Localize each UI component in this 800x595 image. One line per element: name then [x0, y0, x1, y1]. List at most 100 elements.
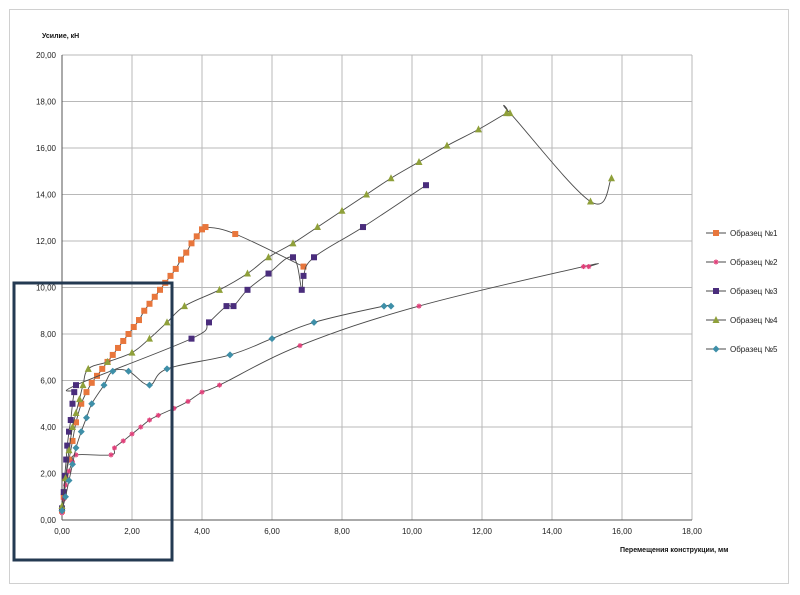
star-stroke — [129, 431, 135, 437]
legend-marker — [713, 230, 719, 236]
data-point — [167, 272, 174, 279]
data-point — [360, 224, 366, 231]
data-point — [65, 446, 73, 454]
star-stroke — [66, 469, 72, 474]
legend-label: Образец №1 — [730, 229, 778, 238]
x-tick-label: 10,00 — [402, 527, 423, 536]
y-tick-label: 12,00 — [36, 237, 57, 246]
series-1 — [59, 224, 307, 514]
data-point — [387, 302, 395, 310]
legend-item-5: Образец №5 — [706, 345, 778, 354]
data-point — [141, 307, 148, 314]
series-line — [61, 263, 599, 514]
data-point — [380, 302, 388, 310]
legend-marker — [712, 316, 720, 323]
data-point — [155, 412, 161, 418]
data-point — [120, 438, 126, 444]
x-tick-label: 14,00 — [542, 527, 563, 536]
data-point — [83, 414, 90, 422]
data-point — [115, 344, 121, 351]
series-line — [61, 104, 612, 507]
data-point — [172, 265, 179, 272]
legend-label: Образец №4 — [730, 316, 778, 325]
data-point — [112, 445, 117, 451]
star-stroke — [147, 417, 152, 423]
data-point — [181, 302, 188, 310]
x-tick-label: 12,00 — [472, 527, 493, 536]
data-point — [128, 348, 136, 356]
star-stroke — [108, 452, 114, 458]
data-point — [94, 372, 100, 379]
data-point — [109, 367, 117, 375]
y-tick-label: 2,00 — [40, 470, 56, 479]
data-point — [146, 381, 153, 389]
grid-lines — [61, 54, 693, 521]
legend-marker — [712, 345, 720, 353]
data-point — [120, 337, 127, 344]
data-point — [423, 182, 429, 189]
y-axis-label: Усилие, кН — [42, 33, 79, 40]
star-stroke — [138, 424, 143, 430]
star-stroke — [112, 445, 117, 451]
data-point — [66, 428, 72, 435]
star-stroke — [185, 399, 191, 404]
data-point — [73, 382, 79, 389]
data-point — [216, 285, 223, 293]
star-stroke — [156, 413, 161, 418]
x-tick-label: 0,00 — [54, 527, 70, 536]
data-point — [67, 417, 74, 424]
data-point — [289, 239, 297, 247]
data-point — [290, 254, 296, 261]
data-point — [300, 263, 307, 270]
data-point — [586, 264, 592, 270]
x-tick-label: 2,00 — [124, 527, 140, 536]
star-stroke — [713, 259, 719, 265]
data-point — [69, 423, 76, 430]
tick-labels: 0,00 2,00 4,00 6,00 8,00 10,00 12,00 14,00 16,00… — [36, 51, 703, 536]
data-point — [475, 125, 482, 133]
data-point — [129, 431, 135, 437]
data-point — [146, 334, 153, 342]
data-point — [178, 256, 184, 263]
legend-marker — [713, 259, 719, 265]
data-point — [100, 381, 108, 389]
data-point — [76, 395, 83, 403]
series-line — [61, 304, 393, 511]
legend-item-1: Образец №1 — [706, 229, 778, 238]
legend-marker — [713, 288, 719, 294]
data-point — [443, 141, 451, 149]
data-point — [230, 303, 237, 310]
series-layer — [58, 104, 615, 516]
legend-item-3: Образец №3 — [706, 287, 778, 296]
data-point — [104, 357, 111, 365]
data-point — [608, 174, 615, 182]
chart-frame — [9, 9, 789, 584]
data-point — [188, 335, 195, 342]
data-point — [223, 303, 230, 310]
highlight-box — [12, 281, 174, 562]
data-point — [58, 507, 66, 515]
y-tick-label: 8,00 — [40, 330, 56, 339]
data-point — [78, 400, 85, 407]
series-line — [61, 226, 304, 511]
data-point — [265, 270, 272, 277]
data-point — [79, 381, 87, 389]
data-point — [72, 444, 80, 452]
data-point — [64, 442, 71, 449]
data-point — [109, 351, 116, 358]
data-point — [125, 331, 132, 337]
data-point — [69, 437, 76, 444]
star-stroke — [297, 343, 303, 348]
data-point — [199, 389, 205, 395]
star-stroke — [73, 452, 79, 458]
data-point — [185, 398, 191, 404]
data-point — [314, 223, 321, 231]
x-tick-label: 8,00 — [334, 527, 350, 536]
data-point — [265, 253, 272, 261]
data-point — [83, 389, 90, 396]
legend-item-4: Образец №4 — [706, 316, 778, 325]
data-point — [363, 190, 370, 198]
data-point — [416, 303, 422, 309]
data-point — [217, 382, 222, 388]
